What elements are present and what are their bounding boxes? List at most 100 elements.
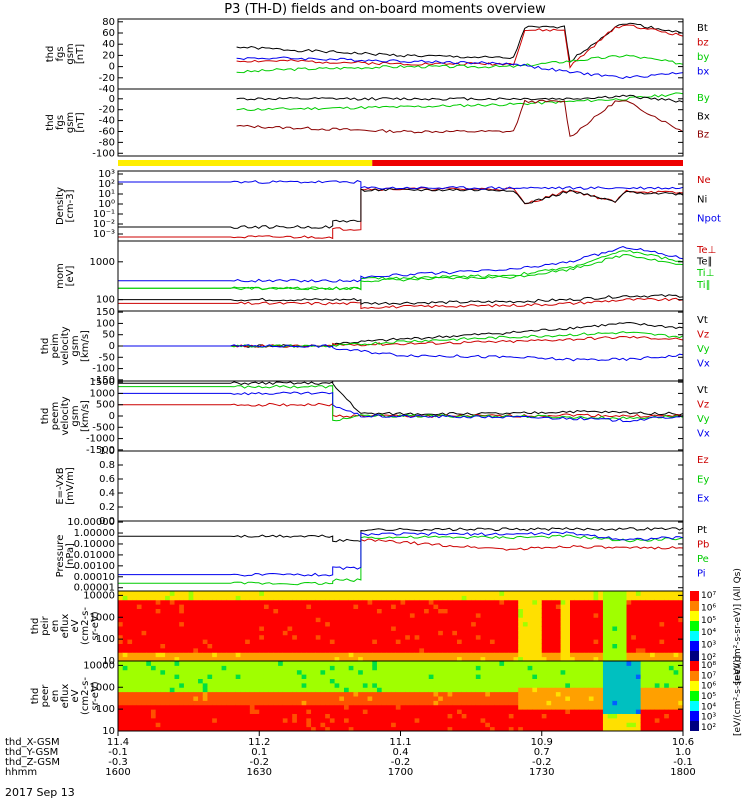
heatmap-cell	[640, 656, 646, 662]
heatmap-cell	[537, 661, 543, 666]
legend-label: Vz	[697, 400, 709, 411]
heatmap-cell	[193, 717, 199, 723]
heatmap-cell	[132, 726, 138, 732]
heatmap-cell	[179, 704, 185, 710]
x-tick-label: 0.7	[534, 747, 550, 758]
heatmap-cell	[537, 626, 543, 631]
heatmap-cell	[480, 678, 486, 684]
heatmap-cell	[579, 674, 585, 679]
heatmap-cell	[593, 696, 599, 701]
heatmap-cell	[537, 656, 543, 662]
heatmap-cell	[570, 704, 576, 710]
heatmap-cell	[485, 678, 491, 684]
heatmap-cell	[489, 713, 496, 719]
heatmap-cell	[320, 626, 326, 631]
heatmap-cell	[395, 617, 401, 623]
heatmap-cell	[508, 604, 514, 609]
heatmap-cell	[419, 591, 425, 596]
heatmap-cell	[494, 643, 500, 649]
heatmap-cell	[127, 599, 133, 605]
heatmap-cell	[466, 656, 472, 662]
heatmap-cell	[296, 717, 303, 723]
heatmap-cell	[400, 722, 406, 728]
heatmap-cell	[570, 661, 576, 666]
heatmap-cell	[584, 604, 590, 609]
heatmap-cell	[339, 652, 345, 658]
heatmap-cell	[650, 665, 656, 671]
heatmap-cell	[617, 647, 623, 653]
heatmap-cell	[231, 656, 237, 662]
heatmap-cell	[362, 717, 369, 723]
heatmap-cell	[532, 604, 538, 609]
heatmap-cell	[155, 647, 161, 653]
heatmap-cell	[259, 691, 265, 697]
heatmap-cell	[442, 691, 449, 697]
heatmap-cell	[254, 617, 260, 623]
heatmap-cell	[480, 647, 486, 653]
heatmap-cell	[532, 612, 538, 618]
heatmap-cell	[565, 722, 571, 728]
heatmap-cell	[499, 687, 505, 693]
heatmap-cell	[259, 661, 265, 666]
heatmap-cell	[372, 617, 378, 623]
heatmap-cell	[240, 595, 246, 601]
heatmap-cell	[353, 713, 359, 719]
heatmap-cell	[414, 643, 420, 649]
heatmap-cell	[504, 599, 510, 605]
heatmap-cell	[376, 678, 383, 684]
heatmap-cell	[362, 691, 369, 697]
heatmap-cell	[278, 700, 284, 706]
heatmap-cell	[475, 595, 482, 601]
heatmap-cell	[673, 612, 679, 618]
heatmap-cell	[508, 665, 514, 671]
heatmap-cell	[499, 652, 505, 658]
heatmap-cell	[471, 626, 477, 631]
heatmap-cell	[654, 621, 660, 627]
heatmap-cell	[584, 591, 590, 596]
panel-peim_vel: VtVzVyVx-150-100-50050100150thdpeimveloc…	[40, 307, 710, 386]
y-tick-label: 0	[109, 62, 115, 73]
heatmap-cell	[367, 604, 373, 609]
heatmap-cell	[226, 687, 232, 693]
heatmap-cell	[409, 630, 416, 636]
heatmap-cell	[560, 678, 566, 684]
heatmap-cell	[602, 682, 609, 688]
heatmap-cell	[433, 665, 439, 671]
heatmap-cell	[282, 604, 288, 609]
heatmap-cell	[282, 591, 288, 596]
heatmap-cell	[263, 717, 270, 723]
colorbar-swatch	[690, 681, 699, 691]
heatmap-cell	[221, 678, 227, 684]
heatmap-cell	[640, 696, 646, 701]
heatmap-cell	[329, 652, 336, 658]
heatmap-cell	[372, 634, 378, 640]
heatmap-cell	[424, 713, 430, 719]
heatmap-cell	[118, 608, 124, 614]
heatmap-cell	[612, 678, 618, 684]
heatmap-cell	[235, 617, 241, 623]
heatmap-cell	[132, 591, 138, 596]
heatmap-cell	[433, 643, 439, 649]
heatmap-cell	[259, 652, 265, 658]
heatmap-cell	[485, 682, 491, 688]
heatmap-cell	[631, 661, 637, 666]
heatmap-cell	[527, 674, 533, 679]
heatmap-cell	[188, 678, 194, 684]
heatmap-cell	[362, 678, 369, 684]
heatmap-cell	[645, 713, 651, 719]
heatmap-cell	[240, 617, 246, 623]
heatmap-cell	[555, 630, 562, 636]
heatmap-cell	[179, 696, 185, 701]
colorbar-swatch	[690, 601, 699, 611]
heatmap-cell	[405, 661, 411, 666]
heatmap-cell	[673, 626, 679, 631]
y-tick-label: 60	[102, 28, 115, 39]
heatmap-cell	[480, 626, 486, 631]
heatmap-cell	[574, 630, 580, 636]
heatmap-cell	[518, 621, 524, 627]
heatmap-cell	[212, 647, 218, 653]
heatmap-cell	[409, 700, 416, 706]
heatmap-cell	[438, 717, 444, 723]
heatmap-cell	[442, 669, 449, 675]
heatmap-cell	[240, 612, 246, 618]
